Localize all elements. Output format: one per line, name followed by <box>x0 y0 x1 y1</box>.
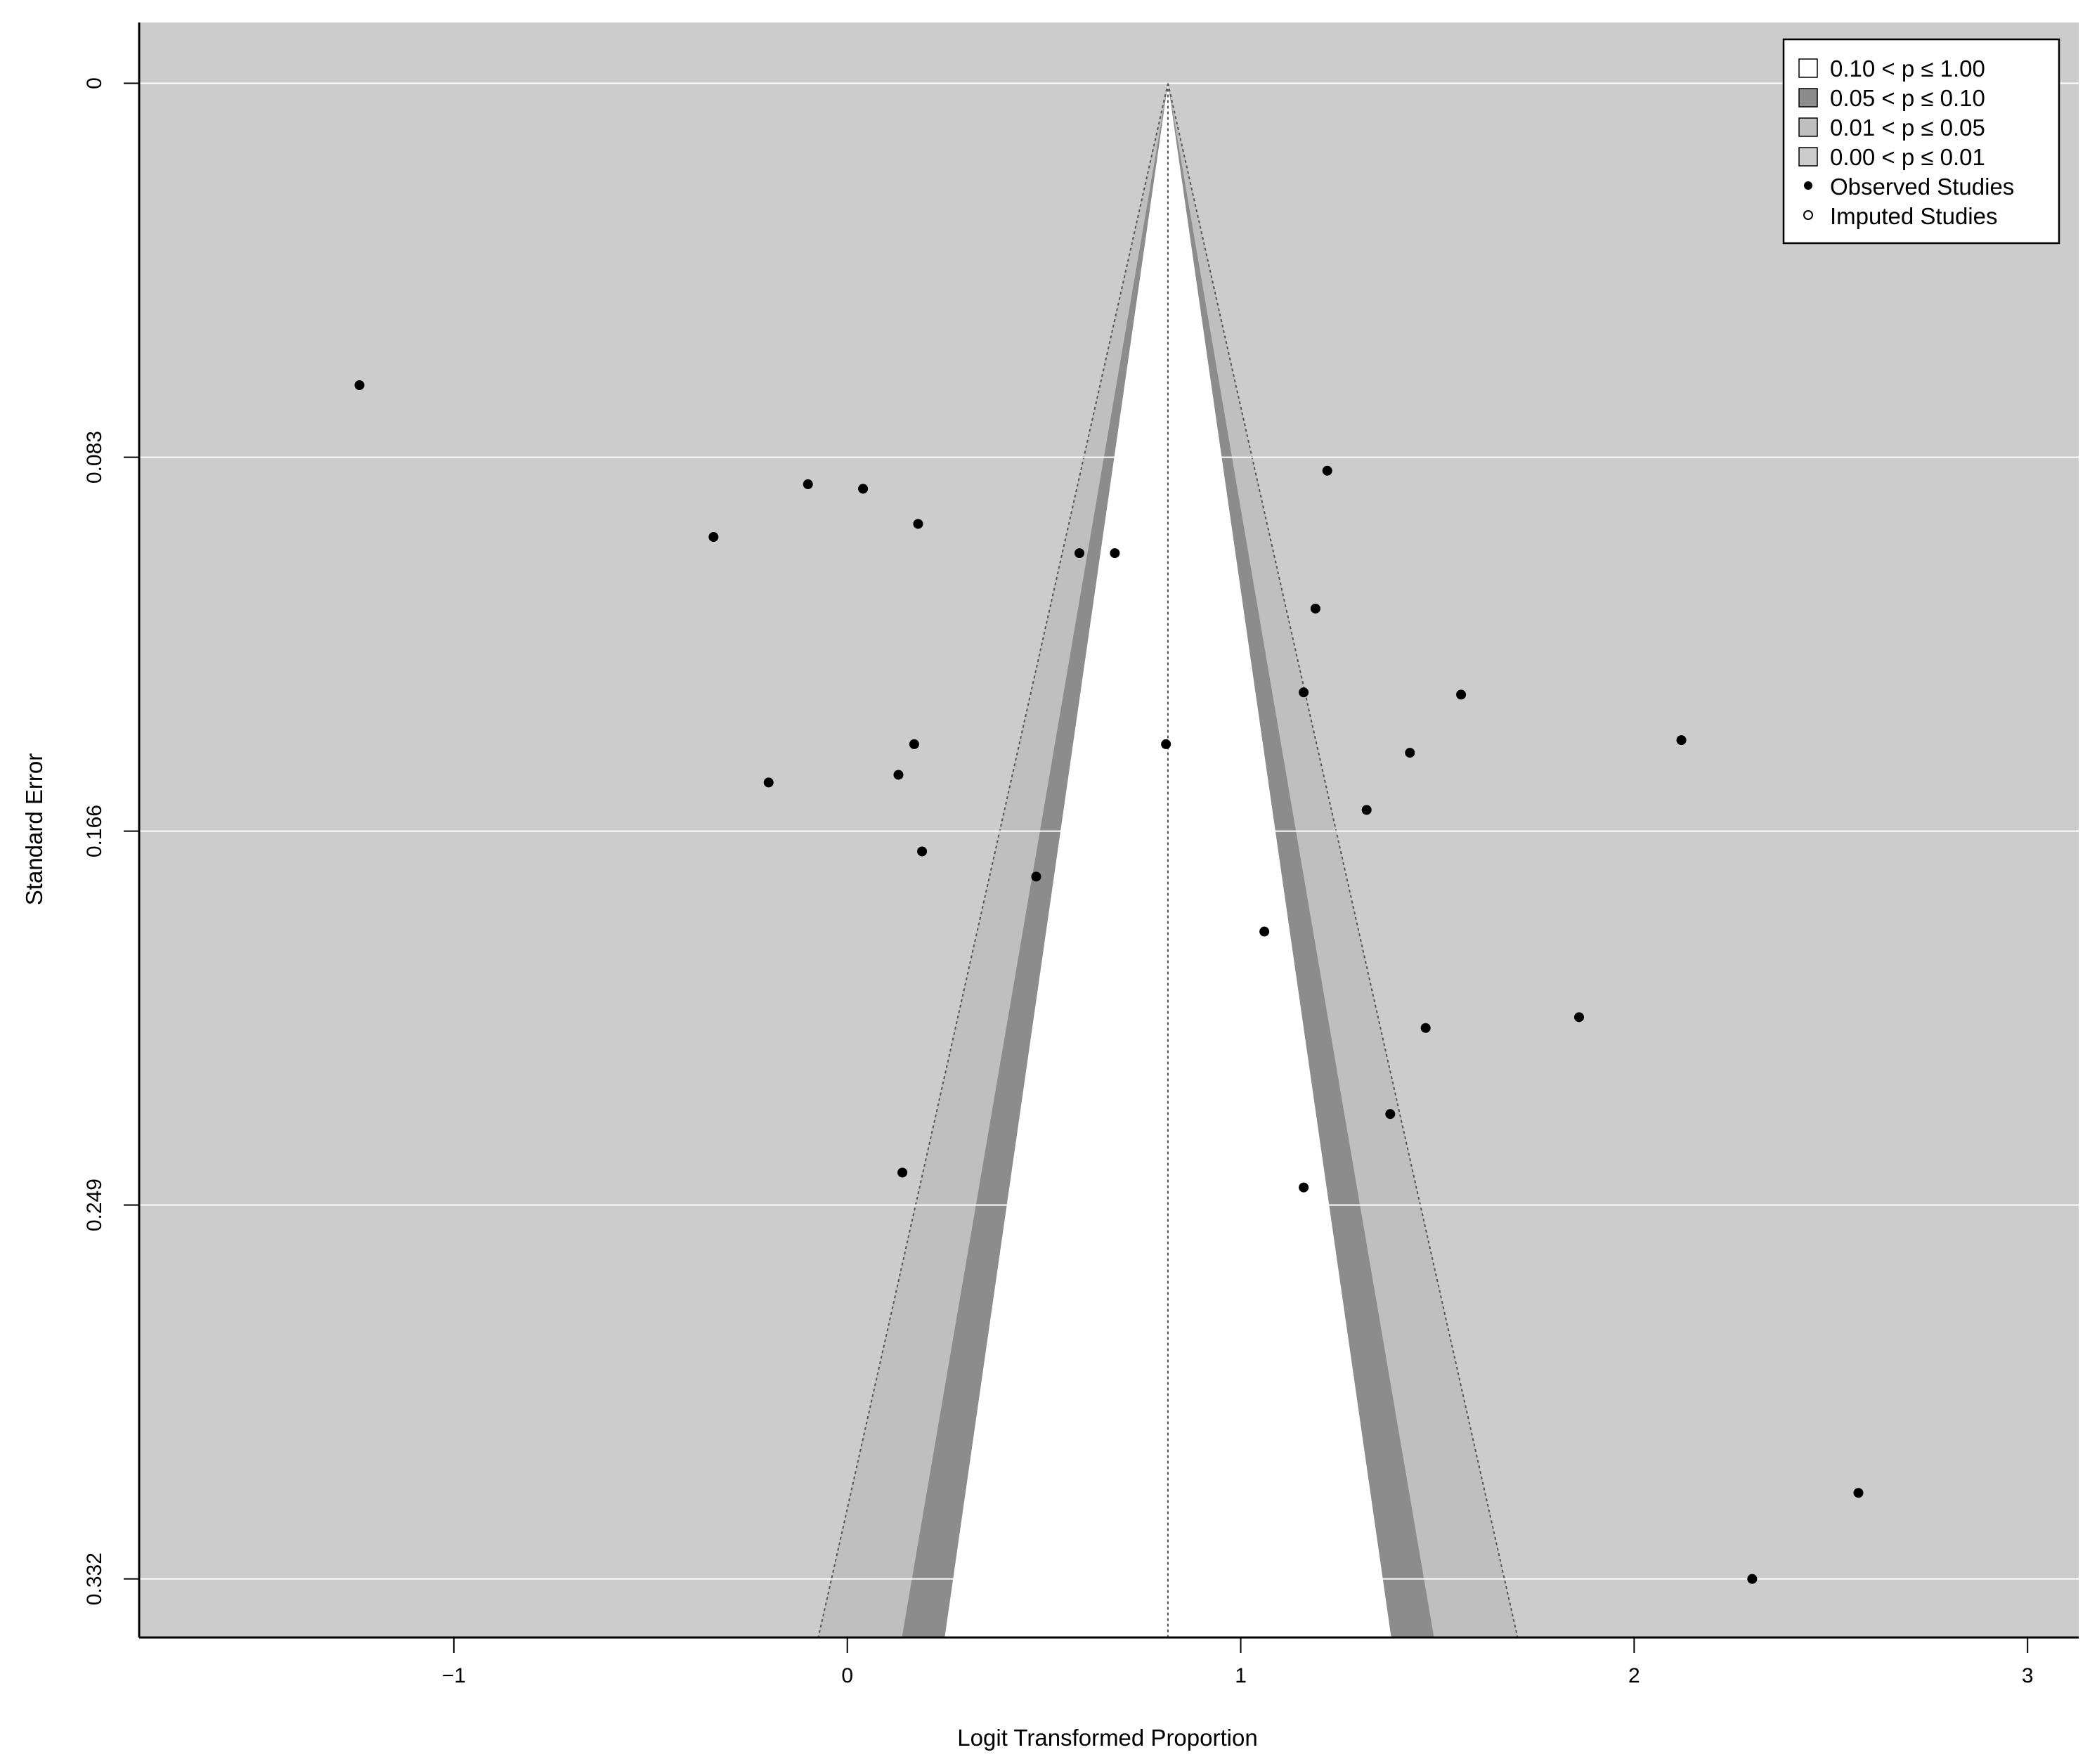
observed-study-point <box>1747 1574 1758 1584</box>
legend-label: 0.05 < p ≤ 0.10 <box>1830 85 1985 111</box>
legend-swatch <box>1798 58 1818 78</box>
observed-study-point <box>1676 735 1687 746</box>
y-tick-label: 0 <box>83 77 106 89</box>
observed-study-point <box>1456 689 1467 700</box>
funnel-boundary-right <box>1167 83 1519 1637</box>
observed-study-point <box>909 739 919 749</box>
legend-filled-point-icon <box>1804 181 1812 190</box>
observed-study-point <box>1110 548 1120 559</box>
observed-study-point <box>1031 871 1041 882</box>
legend-label: 0.10 < p ≤ 1.00 <box>1830 56 1985 82</box>
observed-study-point <box>1853 1488 1864 1498</box>
x-tick-label: 2 <box>1628 1664 1640 1687</box>
axes: −1 0 1 2 3 0 0.083 0.166 0.249 0.332 <box>83 22 2079 1687</box>
observed-study-point <box>1075 548 1085 559</box>
plot-area <box>139 22 2079 1637</box>
y-tick-label: 0.332 <box>83 1552 106 1605</box>
observed-study-point <box>763 777 774 788</box>
observed-study-point <box>858 484 869 494</box>
y-tick-label: 0.249 <box>83 1179 106 1231</box>
observed-study-point <box>1299 687 1309 698</box>
observed-study-point <box>1385 1109 1396 1120</box>
legend: 0.10 < p ≤ 1.00 0.05 < p ≤ 0.10 0.01 < p ≤… <box>1782 38 2060 245</box>
legend-swatch <box>1798 147 1818 167</box>
legend-open-point-icon <box>1803 210 1813 220</box>
observed-study-point <box>1259 926 1270 937</box>
legend-box <box>1782 38 2060 245</box>
x-tick-label: 1 <box>1235 1664 1247 1687</box>
observed-study-point <box>917 846 928 857</box>
y-tick-label: 0.083 <box>83 431 106 484</box>
observed-study-point <box>897 1167 908 1178</box>
observed-study-point <box>1322 465 1332 476</box>
y-tick-label: 0.166 <box>83 805 106 857</box>
observed-study-point <box>1310 603 1320 614</box>
observed-study-point <box>893 770 904 780</box>
observed-study-point <box>913 519 923 529</box>
observed-study-point <box>1420 1023 1431 1033</box>
observed-study-point <box>1361 805 1372 815</box>
legend-label: Imputed Studies <box>1830 203 1997 229</box>
legend-swatch <box>1798 117 1818 137</box>
observed-study-point <box>803 479 813 490</box>
observed-study-point <box>1405 748 1415 758</box>
observed-study-point <box>1161 739 1171 749</box>
x-tick-label: 0 <box>841 1664 853 1687</box>
observed-study-point <box>1574 1012 1585 1023</box>
x-tick-label: −1 <box>442 1664 466 1687</box>
observed-study-point <box>708 532 719 543</box>
observed-study-point <box>354 380 365 391</box>
legend-label: 0.00 < p ≤ 0.01 <box>1830 144 1985 170</box>
legend-label: Observed Studies <box>1830 174 2014 200</box>
y-axis-title: Standard Error <box>21 753 47 905</box>
observed-study-point <box>1299 1182 1309 1193</box>
funnel-boundary-left <box>817 83 1169 1637</box>
x-tick-label: 3 <box>2022 1664 2034 1687</box>
contour-group <box>139 82 2079 1637</box>
x-axis-title: Logit Transformed Proportion <box>957 1725 1257 1751</box>
legend-label: 0.01 < p ≤ 0.05 <box>1830 115 1985 141</box>
legend-swatch <box>1798 88 1818 108</box>
